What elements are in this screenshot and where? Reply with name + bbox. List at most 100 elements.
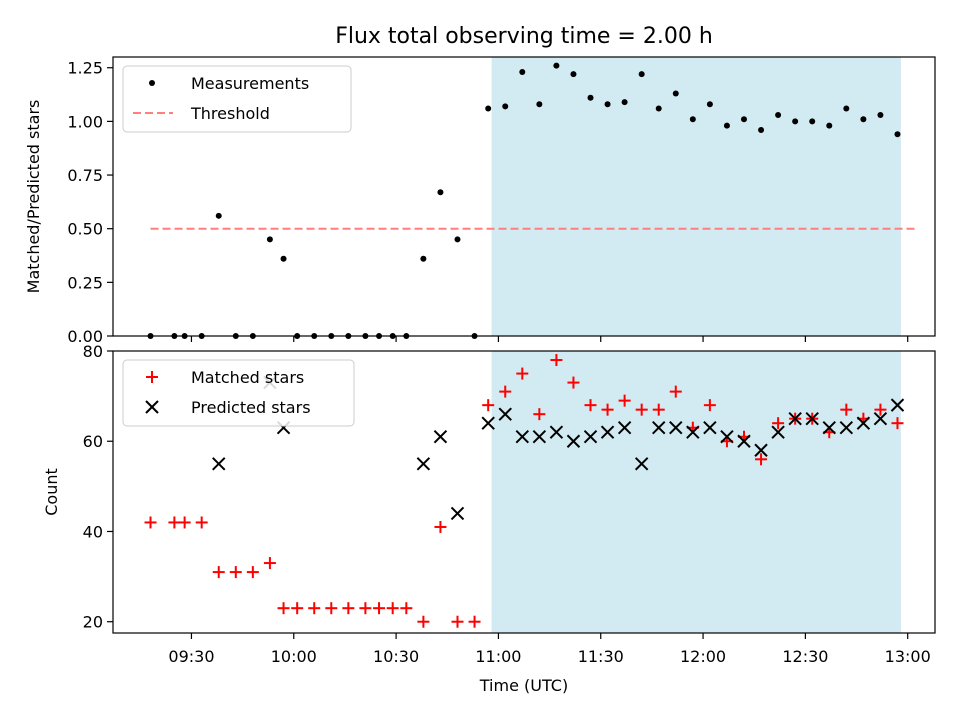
y-tick-label: 0.25 <box>67 273 103 292</box>
predicted-star-point <box>737 434 751 448</box>
legend-box <box>122 65 352 133</box>
measurement-point <box>775 111 782 118</box>
measurement-point <box>894 131 901 138</box>
predicted-star-point <box>433 430 448 444</box>
predicted-star-point <box>839 420 854 435</box>
predicted-star-point <box>754 443 768 457</box>
predicted-star-point <box>856 416 871 430</box>
predicted-star-point <box>600 425 615 439</box>
x-tick-label: 12:30 <box>782 647 828 666</box>
matched-star-point <box>533 408 546 421</box>
matched-star-point <box>652 403 665 416</box>
y-tick-label: 0.50 <box>67 220 103 239</box>
predicted-star-point <box>720 430 734 444</box>
x-b <box>498 407 512 421</box>
measurement-point <box>860 116 867 123</box>
matched-star-point <box>499 385 512 398</box>
x-b <box>416 457 431 471</box>
predicted-star-point <box>515 430 530 444</box>
matched-star-point <box>168 516 181 529</box>
matched-star-point <box>772 417 785 430</box>
x-tick-label: 12:00 <box>680 647 726 666</box>
x-b <box>600 425 615 439</box>
matched-star-point <box>874 403 887 416</box>
matched-star-point <box>212 566 225 579</box>
predicted-star-point <box>822 420 836 435</box>
measurement-point <box>758 126 765 133</box>
x-b <box>634 457 649 471</box>
predicted-star-point <box>805 411 819 426</box>
matched-star-point <box>434 520 447 533</box>
matched-star-point <box>618 394 631 407</box>
y-tick-label: 40 <box>83 522 103 541</box>
matched-star-point <box>373 602 386 615</box>
y-tick-label: 1.25 <box>67 59 103 78</box>
x-b <box>686 425 700 439</box>
x-b <box>839 420 854 435</box>
measurement-point <box>604 101 611 108</box>
predicted-star-point <box>686 425 700 439</box>
x-tick-label: 10:30 <box>373 647 419 666</box>
predicted-star-point <box>583 430 598 444</box>
x-b <box>583 430 598 444</box>
x-b <box>652 420 666 435</box>
measurement-point <box>420 255 427 262</box>
matched-star-point <box>400 602 413 615</box>
matched-star-point <box>417 615 430 628</box>
predicted-star-point <box>450 506 465 521</box>
x-b <box>515 430 530 444</box>
predicted-star-point <box>788 411 802 426</box>
measurement-point <box>621 99 628 106</box>
x-b <box>720 430 734 444</box>
x-b <box>856 416 871 430</box>
matched-star-point <box>451 615 464 628</box>
legend-label: Threshold <box>190 104 270 123</box>
predicted-star-point <box>634 457 649 471</box>
measurement-point <box>792 118 799 125</box>
x-b <box>788 411 802 426</box>
legend: Measurements Threshold <box>122 65 352 133</box>
measurement-point <box>215 212 222 219</box>
axes-frame <box>112 350 936 634</box>
predicted-star-point <box>416 457 431 471</box>
matched-star-point <box>386 602 399 615</box>
measurement-point <box>553 62 560 69</box>
x-b <box>737 434 751 448</box>
predicted-star-point <box>481 416 495 430</box>
matched-star-point <box>840 403 853 416</box>
matched-star-point <box>567 376 580 389</box>
x-b <box>617 420 632 435</box>
measurement-point <box>454 236 461 243</box>
x-b <box>566 434 581 448</box>
matched-star-point <box>359 602 372 615</box>
matched-star-point <box>550 354 563 367</box>
legend-label: Predicted stars <box>191 398 311 417</box>
predicted-star-point <box>669 420 683 435</box>
matched-star-point <box>891 417 904 430</box>
predicted-star-point <box>532 430 547 444</box>
x-b <box>450 506 465 521</box>
predicted-star-point <box>771 425 785 439</box>
y-tick-label: 1.00 <box>67 112 103 131</box>
x-b <box>754 443 768 457</box>
matched-star-point <box>178 516 191 529</box>
x-b <box>822 420 836 435</box>
matched-star-point <box>195 516 208 529</box>
measurement-point <box>587 94 594 101</box>
matched-star-point <box>144 516 157 529</box>
measurement-point <box>485 105 492 112</box>
matched-star-point <box>325 602 338 615</box>
matched-star-point <box>635 403 648 416</box>
matched-star-point <box>342 602 355 615</box>
predicted-star-point <box>873 411 888 426</box>
matched-star-point <box>229 566 242 579</box>
x-axis-label: Time (UTC) <box>479 676 568 695</box>
x-tick-label: 11:30 <box>578 647 624 666</box>
measurement-point <box>706 101 713 108</box>
measurement-point <box>437 189 444 196</box>
legend-label: Matched stars <box>191 368 304 387</box>
matched-star-point <box>291 602 304 615</box>
legend-box <box>122 359 355 427</box>
x-tick-label: 13:00 <box>885 647 931 666</box>
measurement-point <box>266 236 273 243</box>
